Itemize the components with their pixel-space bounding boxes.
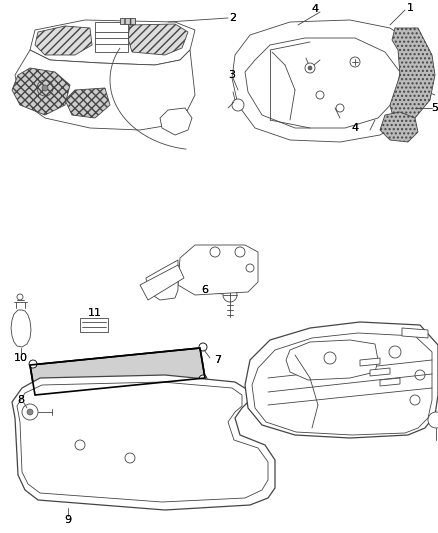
Polygon shape: [159, 108, 191, 135]
Circle shape: [304, 63, 314, 73]
Text: 10: 10: [14, 353, 28, 363]
Text: 4: 4: [351, 123, 358, 133]
Polygon shape: [146, 260, 177, 300]
Circle shape: [307, 66, 311, 70]
Circle shape: [223, 288, 237, 302]
Text: 4: 4: [311, 4, 318, 14]
Text: 6: 6: [201, 285, 208, 295]
Circle shape: [335, 104, 343, 112]
Circle shape: [29, 392, 37, 400]
Polygon shape: [30, 20, 194, 65]
Polygon shape: [140, 265, 184, 300]
Polygon shape: [30, 348, 205, 395]
Circle shape: [198, 375, 207, 383]
Circle shape: [349, 57, 359, 67]
Polygon shape: [80, 318, 108, 332]
Text: 1: 1: [406, 3, 413, 13]
Text: 3: 3: [228, 70, 235, 80]
Text: 11: 11: [88, 308, 102, 318]
Polygon shape: [231, 20, 424, 142]
Polygon shape: [244, 38, 399, 128]
Text: 11: 11: [88, 308, 102, 318]
Polygon shape: [177, 245, 258, 295]
Circle shape: [42, 85, 48, 91]
Circle shape: [27, 409, 33, 415]
Polygon shape: [95, 22, 128, 52]
Text: 7: 7: [214, 355, 221, 365]
Polygon shape: [12, 68, 70, 115]
Polygon shape: [120, 18, 135, 24]
Polygon shape: [369, 368, 389, 376]
Polygon shape: [379, 378, 399, 386]
Text: 9: 9: [64, 515, 71, 525]
Polygon shape: [389, 28, 434, 125]
Text: 9: 9: [64, 515, 71, 525]
Circle shape: [22, 404, 38, 420]
Circle shape: [198, 343, 207, 351]
Polygon shape: [285, 340, 377, 380]
Polygon shape: [401, 328, 427, 338]
Text: 8: 8: [18, 395, 25, 405]
Polygon shape: [244, 322, 437, 438]
Text: 8: 8: [18, 395, 25, 405]
Circle shape: [427, 412, 438, 428]
Polygon shape: [128, 24, 187, 55]
Polygon shape: [379, 112, 417, 142]
Circle shape: [231, 99, 244, 111]
Polygon shape: [11, 310, 31, 347]
Text: 10: 10: [14, 353, 28, 363]
Circle shape: [17, 294, 23, 300]
Circle shape: [315, 91, 323, 99]
Text: 5: 5: [431, 103, 438, 113]
Text: 4: 4: [311, 4, 318, 14]
Text: 1: 1: [406, 3, 413, 13]
Text: 2: 2: [229, 13, 236, 23]
Text: 4: 4: [351, 123, 358, 133]
Text: 2: 2: [229, 13, 236, 23]
Polygon shape: [15, 50, 194, 130]
Text: 7: 7: [214, 355, 221, 365]
Polygon shape: [359, 358, 379, 366]
Polygon shape: [35, 26, 92, 55]
Polygon shape: [12, 375, 274, 510]
Text: 3: 3: [228, 70, 235, 80]
Polygon shape: [65, 88, 110, 118]
Circle shape: [29, 360, 37, 368]
Text: 5: 5: [431, 103, 438, 113]
Text: 6: 6: [201, 285, 208, 295]
